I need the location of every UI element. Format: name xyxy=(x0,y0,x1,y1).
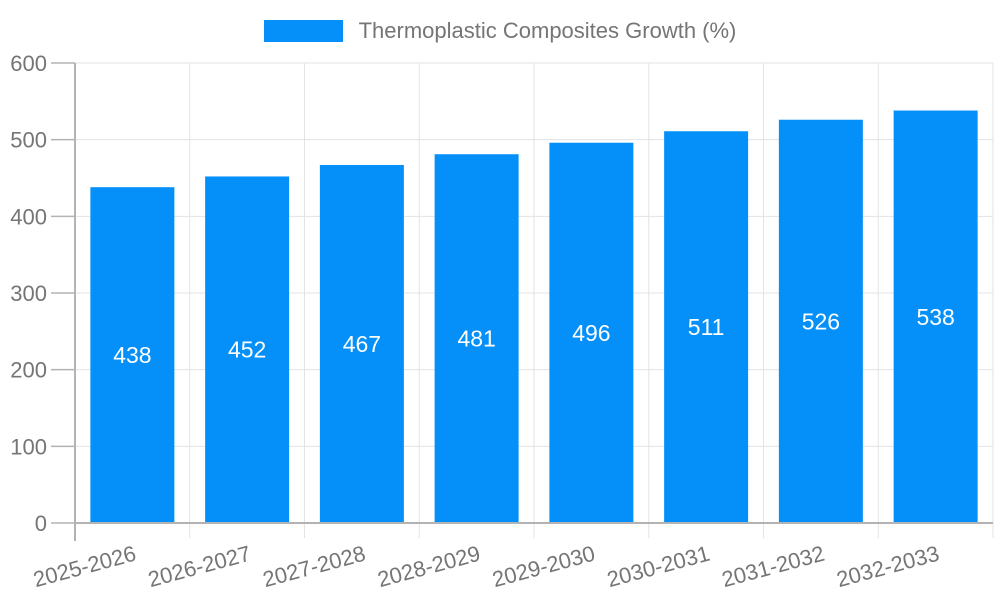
y-axis-tick-label: 300 xyxy=(10,281,47,306)
y-axis-tick-label: 400 xyxy=(10,204,47,229)
bar xyxy=(778,119,863,523)
bar-value-label: 481 xyxy=(457,326,495,352)
bar-value-label: 526 xyxy=(802,308,840,334)
bar xyxy=(90,187,175,523)
y-axis-tick-label: 600 xyxy=(10,51,47,76)
bar-value-label: 511 xyxy=(688,314,725,340)
y-axis-tick-label: 500 xyxy=(10,128,47,153)
x-axis-tick-label: 2032-2033 xyxy=(834,541,942,592)
bar xyxy=(549,142,634,523)
x-axis-tick-label: 2025-2026 xyxy=(31,541,139,592)
bar xyxy=(434,154,519,523)
bar-value-label: 467 xyxy=(343,331,381,357)
bar xyxy=(893,110,978,524)
x-axis-tick-label: 2031-2032 xyxy=(719,541,827,592)
x-axis-tick-label: 2030-2031 xyxy=(604,541,712,592)
x-axis-tick-label: 2028-2029 xyxy=(375,541,483,592)
bar-value-label: 496 xyxy=(572,320,610,346)
bar xyxy=(205,176,290,523)
x-axis-tick-label: 2026-2027 xyxy=(145,541,253,592)
x-axis-tick-label: 2029-2030 xyxy=(490,541,598,592)
bar-value-label: 538 xyxy=(916,304,954,330)
y-axis-tick-label: 200 xyxy=(10,358,47,383)
bar xyxy=(319,164,404,523)
y-axis-tick-label: 0 xyxy=(35,511,47,536)
y-axis-tick-label: 100 xyxy=(10,434,47,459)
bar-value-label: 438 xyxy=(113,342,151,368)
bar xyxy=(664,131,749,523)
bar-value-label: 452 xyxy=(228,337,266,363)
x-axis-tick-label: 2027-2028 xyxy=(260,541,368,592)
